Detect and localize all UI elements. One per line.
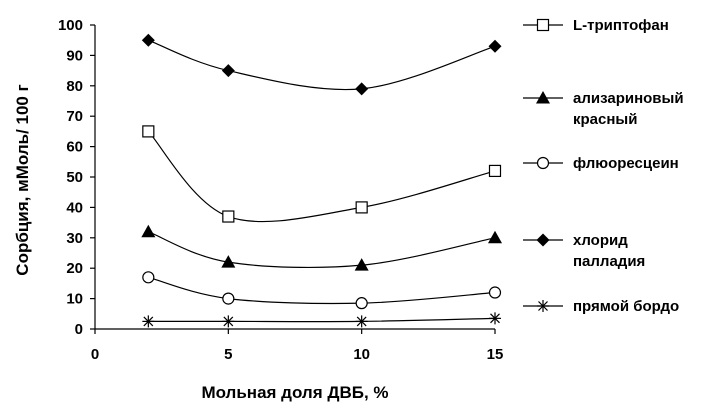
y-tick-label: 60 <box>66 139 83 156</box>
series-0-point <box>488 164 502 178</box>
y-tick-label: 50 <box>66 169 83 186</box>
x-tick-label: 5 <box>224 346 232 363</box>
legend-item-1: ализариновый красный <box>523 90 684 128</box>
legend-label: красный <box>573 111 637 128</box>
y-tick-label: 80 <box>66 78 83 95</box>
series-2-point <box>355 297 368 310</box>
legend-marker <box>537 300 549 312</box>
series-1 <box>141 224 502 271</box>
y-tick-label: 100 <box>58 17 83 34</box>
legend: L-триптофан ализариновый красный флюоресцеи… <box>523 17 684 315</box>
series-3-point <box>355 82 369 96</box>
y-tick-label: 90 <box>66 47 83 64</box>
legend-label: прямой бордо <box>573 298 679 315</box>
legend-label: хлорид <box>573 232 628 249</box>
series-3 <box>141 33 502 96</box>
series-3-line <box>148 39 496 91</box>
series-1-line <box>148 231 496 269</box>
series-3-point <box>221 64 235 78</box>
series-0-point <box>222 210 235 223</box>
series-2 <box>142 271 502 310</box>
legend-label: L-триптофан <box>573 17 669 34</box>
x-tick-label: 0 <box>91 346 99 363</box>
series-1-point <box>141 224 156 238</box>
legend-item-0: L-триптофан <box>523 17 669 34</box>
series-0-point <box>355 201 368 214</box>
series-3-point <box>141 33 155 47</box>
series-1-point <box>221 255 236 268</box>
series-0-line <box>147 130 496 223</box>
legend-marker <box>536 91 550 104</box>
legend-label: флюоресцеин <box>573 155 679 172</box>
series-2-point <box>142 271 155 284</box>
series-3-point <box>488 39 502 53</box>
legend-item-3: хлорид палладия <box>523 232 645 270</box>
series-4-point <box>142 315 155 328</box>
series-2-line <box>148 276 496 305</box>
plot-area: 0 10 20 30 40 50 60 70 80 90 100 0 5 10 15 <box>58 17 503 363</box>
x-tick-label: 10 <box>353 346 370 363</box>
series-4-point <box>222 315 235 328</box>
y-tick-label: 30 <box>66 230 83 247</box>
legend-label: палладия <box>573 253 645 270</box>
series-2-point <box>488 286 502 299</box>
y-tick-label: 70 <box>66 108 83 125</box>
series-4-line <box>148 317 496 323</box>
series-0 <box>142 125 502 223</box>
legend-marker <box>536 156 550 170</box>
series-1-point <box>488 230 502 244</box>
legend-marker <box>536 18 550 32</box>
series-1-point <box>354 258 369 271</box>
legend-item-4: прямой бордо <box>523 298 679 315</box>
legend-item-2: флюоресцеин <box>523 155 679 172</box>
legend-marker <box>536 233 550 247</box>
series-0-point <box>142 125 155 138</box>
y-tick-label: 20 <box>66 260 83 277</box>
series-4 <box>142 312 501 328</box>
series-2-point <box>222 292 235 305</box>
y-tick-label: 40 <box>66 199 83 216</box>
y-axis-title: Сорбция, мМоль/ 100 г <box>13 84 32 275</box>
legend-label: ализариновый <box>573 90 684 107</box>
series-4-point <box>355 315 368 328</box>
y-tick-label: 0 <box>75 321 83 338</box>
x-axis-title: Мольная доля ДВБ, % <box>201 383 388 402</box>
series-4-point <box>489 312 501 325</box>
y-tick-label: 10 <box>66 291 83 308</box>
x-tick-label: 15 <box>487 346 504 363</box>
